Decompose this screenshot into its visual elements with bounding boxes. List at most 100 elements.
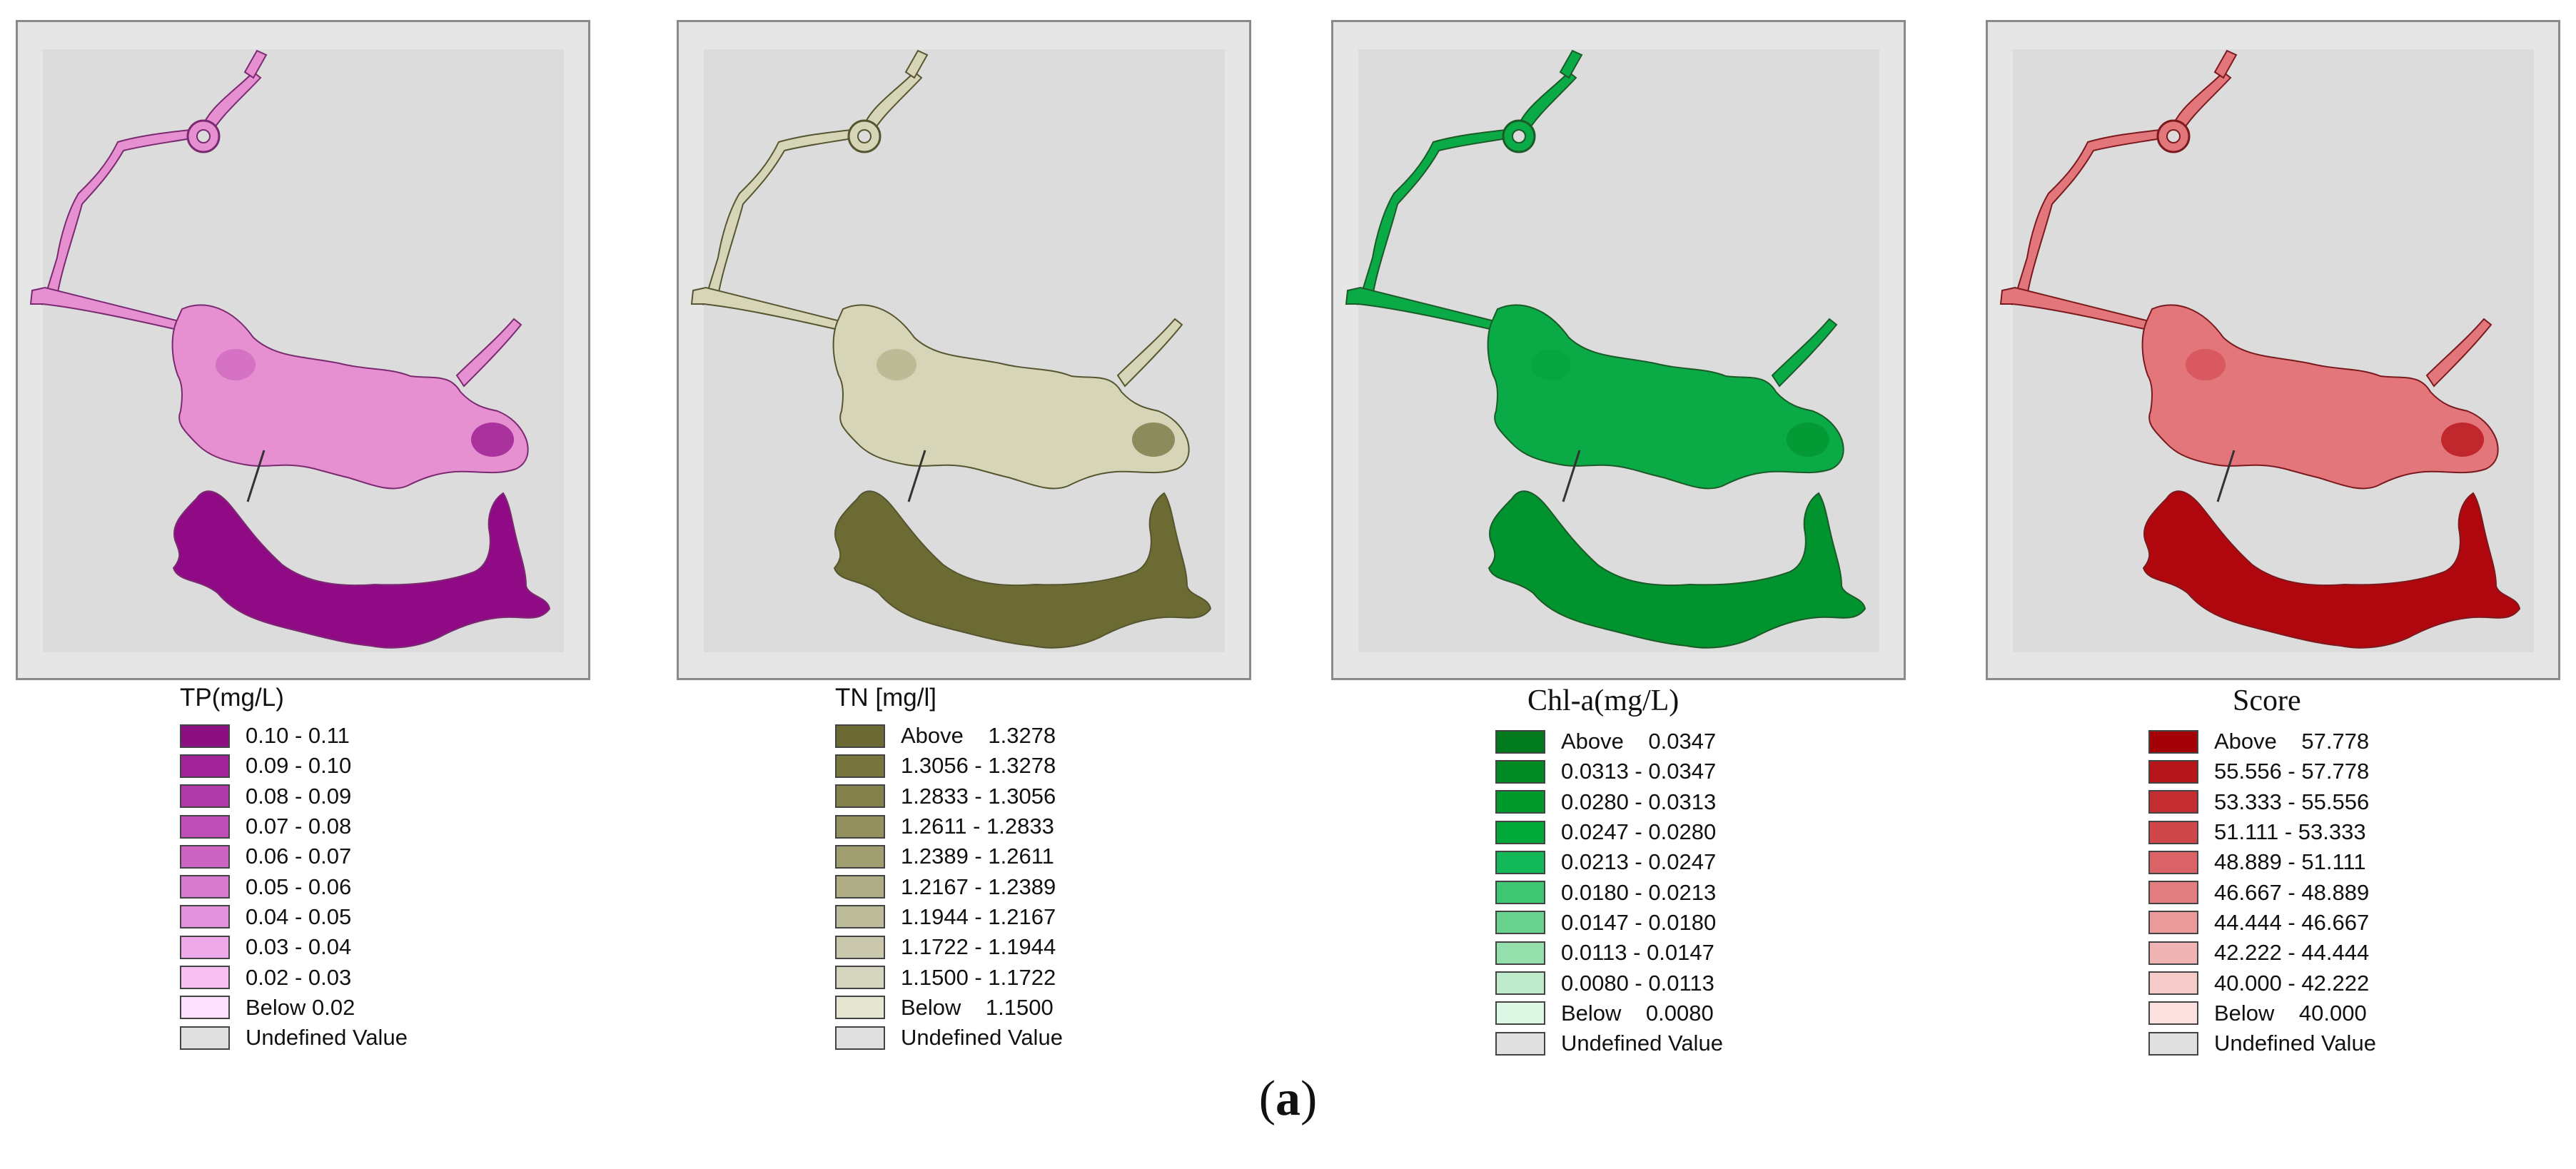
legend-row: 0.06 - 0.07 xyxy=(180,841,608,871)
legend-label: 44.444 - 46.667 xyxy=(2214,909,2370,935)
north-channel xyxy=(859,71,923,138)
legend-row: Undefined Value xyxy=(2148,1028,2576,1058)
legend-row: Below 1.1500 xyxy=(835,993,1263,1023)
caption-letter: a xyxy=(1276,1071,1300,1126)
concentration-hotspot xyxy=(1531,349,1571,380)
legend-label: Below 1.1500 xyxy=(901,994,1054,1020)
legend-label: Below 0.02 xyxy=(246,994,355,1020)
reservoir-water xyxy=(690,49,1212,649)
legend-row: 46.667 - 48.889 xyxy=(2148,877,2576,907)
reservoir-water xyxy=(1345,49,1867,649)
legend-label: 0.0313 - 0.0347 xyxy=(1561,759,1717,784)
main-lake xyxy=(832,304,1190,490)
legend-row: 0.0280 - 0.0313 xyxy=(1495,787,1924,817)
legend-swatch xyxy=(835,814,885,839)
legend-row: Above 0.0347 xyxy=(1495,727,1924,756)
legend-swatch xyxy=(180,905,230,929)
legend-label: Below 40.000 xyxy=(2214,1000,2367,1026)
concentration-hotspot xyxy=(1787,422,1829,457)
concentration-hotspot xyxy=(471,422,514,457)
reservoir-map-chla xyxy=(1345,49,1879,652)
legend-row: 0.0247 - 0.0280 xyxy=(1495,817,1924,847)
legend-row: 0.08 - 0.09 xyxy=(180,781,608,811)
legend-swatch xyxy=(2148,729,2198,754)
legend-swatch xyxy=(835,935,885,959)
legend-title: Score xyxy=(2233,684,2301,717)
north-channel xyxy=(198,71,262,138)
legend-swatch xyxy=(2148,790,2198,814)
legend-swatch xyxy=(180,814,230,839)
legend-title: TP(mg/L) xyxy=(180,684,284,712)
legend-swatch xyxy=(1495,850,1545,874)
main-lake xyxy=(2141,304,2499,490)
legend-label: 0.0180 - 0.0213 xyxy=(1561,879,1717,905)
north-inlet xyxy=(904,49,929,79)
legend-swatch xyxy=(835,996,885,1020)
north-channel xyxy=(2168,71,2232,138)
legend-swatch xyxy=(1495,881,1545,905)
legend-label: 1.2833 - 1.3056 xyxy=(901,783,1056,809)
legend-label: 0.09 - 0.10 xyxy=(246,753,352,779)
legend-row: Above 1.3278 xyxy=(835,721,1263,751)
legend-row: 0.0080 - 0.0113 xyxy=(1495,968,1924,998)
legend-swatch xyxy=(835,905,885,929)
legend-swatch xyxy=(835,724,885,748)
legend-label: 0.0247 - 0.0280 xyxy=(1561,819,1717,845)
legend-swatch xyxy=(1495,1031,1545,1056)
legend-row: 48.889 - 51.111 xyxy=(2148,847,2576,877)
legend-swatch xyxy=(180,844,230,869)
legend-row: Below 0.02 xyxy=(180,993,608,1023)
legend-swatch xyxy=(180,875,230,899)
legend-label: Undefined Value xyxy=(2214,1031,2376,1056)
main-lake xyxy=(171,304,529,490)
east-arm xyxy=(1771,318,1838,388)
legend-swatch xyxy=(1495,759,1545,784)
legend-swatch xyxy=(2148,1031,2198,1056)
legend-label: 0.08 - 0.09 xyxy=(246,783,352,809)
legend-row: 44.444 - 46.667 xyxy=(2148,908,2576,938)
legend-swatch xyxy=(180,966,230,990)
ring-island-center xyxy=(1512,129,1526,143)
legend-label: Above 0.0347 xyxy=(1561,729,1717,754)
legend-row: 1.1500 - 1.1722 xyxy=(835,962,1263,992)
legend-row: 55.556 - 57.778 xyxy=(2148,756,2576,786)
reservoir-map-tn xyxy=(690,49,1225,652)
legend-swatch xyxy=(2148,759,2198,784)
map-panel-chla xyxy=(1331,20,1906,680)
north-inlet xyxy=(2213,49,2238,79)
legend-row: Below 0.0080 xyxy=(1495,998,1924,1028)
legend-swatch xyxy=(1495,729,1545,754)
legend-label: 1.1944 - 1.2167 xyxy=(901,904,1056,929)
legend-swatch xyxy=(2148,820,2198,844)
caption-open: ( xyxy=(1258,1071,1276,1126)
ring-island-center xyxy=(2166,129,2181,143)
map-panel-score xyxy=(1986,20,2560,680)
legend-label: 0.0147 - 0.0180 xyxy=(1561,909,1717,935)
legend-label: 1.2389 - 1.2611 xyxy=(901,844,1054,869)
legend-label: 1.2611 - 1.2833 xyxy=(901,814,1054,839)
legend-swatch xyxy=(180,1026,230,1050)
legend-swatch xyxy=(835,966,885,990)
legend-row: 0.10 - 0.11 xyxy=(180,721,608,751)
east-arm xyxy=(2425,318,2492,388)
legend-row: Below 40.000 xyxy=(2148,998,2576,1028)
legend-swatch xyxy=(1495,941,1545,965)
legend-swatch xyxy=(2148,941,2198,965)
legend-label: 0.0113 - 0.0147 xyxy=(1561,940,1714,966)
legend-row: Undefined Value xyxy=(1495,1028,1924,1058)
legend-row: 1.1722 - 1.1944 xyxy=(835,932,1263,962)
legend-label: 0.03 - 0.04 xyxy=(246,934,352,960)
legend-row: 0.0313 - 0.0347 xyxy=(1495,756,1924,786)
legend-label: 1.1722 - 1.1944 xyxy=(901,934,1056,960)
legend-label: 0.10 - 0.11 xyxy=(246,723,350,749)
legend-row: 0.0213 - 0.0247 xyxy=(1495,847,1924,877)
legend-title: Chl-a(mg/L) xyxy=(1527,684,1680,717)
legend-label: 51.111 - 53.333 xyxy=(2214,819,2366,845)
legend-label: Undefined Value xyxy=(1561,1031,1723,1056)
legend-row: 0.05 - 0.06 xyxy=(180,871,608,901)
legend-row: 0.02 - 0.03 xyxy=(180,962,608,992)
legend-row: 51.111 - 53.333 xyxy=(2148,817,2576,847)
legend-swatch xyxy=(180,935,230,959)
legend-swatch xyxy=(180,996,230,1020)
legend-label: Undefined Value xyxy=(901,1025,1063,1051)
